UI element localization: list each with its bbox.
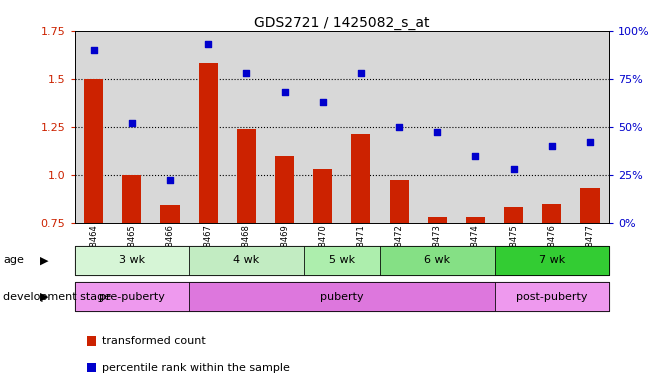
Text: pre-puberty: pre-puberty (99, 291, 165, 302)
Point (585, 139, 596, 145)
Text: puberty: puberty (320, 291, 364, 302)
Text: 6 wk: 6 wk (424, 255, 450, 265)
Point (394, 124, 404, 130)
Point (432, 129, 443, 136)
Bar (75, 246, 189, 275)
Bar (275, 156, 294, 223)
Bar (389, 180, 409, 223)
Bar (189, 246, 304, 275)
Bar (122, 175, 141, 223)
Bar (494, 246, 609, 275)
Point (241, 70, 251, 76)
Bar (75, 282, 189, 311)
Title: GDS2721 / 1425082_s_at: GDS2721 / 1425082_s_at (254, 16, 430, 30)
Bar (199, 63, 218, 223)
Point (356, 70, 366, 76)
Text: development stage: development stage (3, 291, 111, 302)
Bar (542, 204, 561, 223)
Point (547, 143, 557, 149)
Bar (494, 282, 609, 311)
Bar (84, 79, 103, 223)
Text: 3 wk: 3 wk (119, 255, 145, 265)
Bar (581, 188, 599, 223)
Bar (428, 217, 447, 223)
Bar (504, 207, 523, 223)
Text: percentile rank within the sample: percentile rank within the sample (102, 362, 290, 373)
Text: transformed count: transformed count (102, 336, 206, 346)
Point (203, 41, 213, 47)
Bar (351, 134, 371, 223)
Point (318, 99, 328, 105)
Bar (304, 246, 380, 275)
Bar (313, 169, 332, 223)
Bar (161, 205, 179, 223)
Point (165, 177, 175, 184)
Point (126, 120, 137, 126)
Bar (466, 217, 485, 223)
Point (279, 89, 290, 95)
Text: 5 wk: 5 wk (329, 255, 355, 265)
Text: post-puberty: post-puberty (516, 291, 588, 302)
Point (470, 152, 481, 159)
Text: age: age (3, 255, 24, 265)
Point (88, 47, 98, 53)
Point (509, 166, 519, 172)
Bar (189, 282, 494, 311)
Text: 7 wk: 7 wk (538, 255, 565, 265)
Bar (380, 246, 494, 275)
Text: ▶: ▶ (40, 291, 49, 302)
Text: 4 wk: 4 wk (233, 255, 259, 265)
Text: ▶: ▶ (40, 255, 49, 265)
Bar (237, 129, 256, 223)
